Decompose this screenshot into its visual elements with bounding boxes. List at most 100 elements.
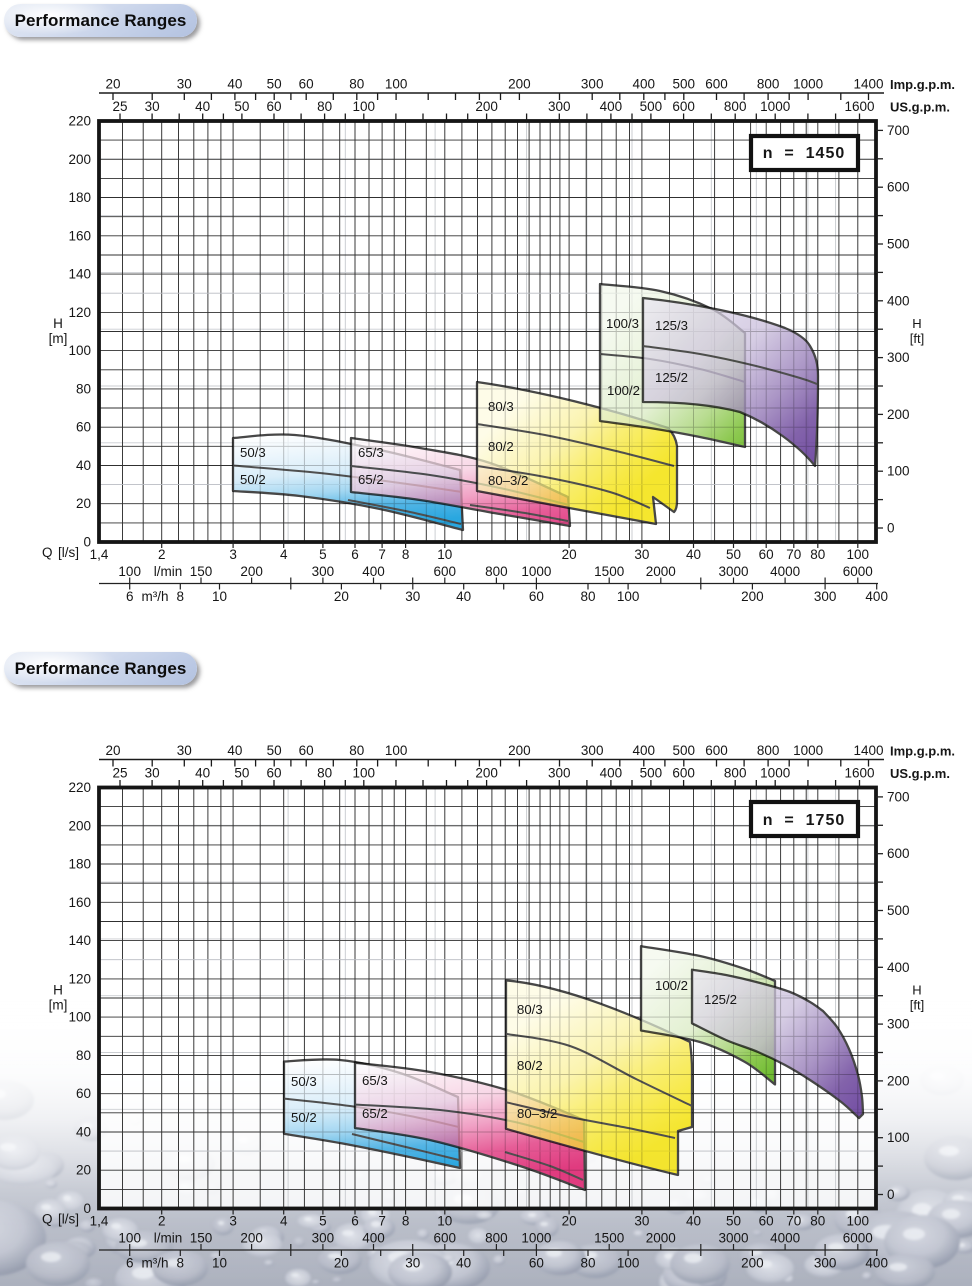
svg-text:220: 220: [68, 114, 91, 129]
svg-text:100: 100: [353, 99, 376, 114]
svg-text:25: 25: [112, 99, 127, 114]
svg-text:300: 300: [581, 77, 604, 92]
svg-text:80: 80: [76, 1048, 91, 1063]
svg-text:[m]: [m]: [49, 331, 68, 346]
svg-text:6000: 6000: [843, 564, 873, 579]
svg-text:0: 0: [83, 1201, 91, 1216]
svg-text:60: 60: [76, 1086, 91, 1101]
svg-text:600: 600: [705, 77, 728, 92]
svg-text:20: 20: [562, 547, 577, 562]
svg-text:0: 0: [887, 1187, 895, 1202]
svg-text:3: 3: [229, 1214, 237, 1229]
svg-text:125/2: 125/2: [655, 370, 688, 385]
svg-text:300: 300: [548, 766, 571, 781]
svg-text:40: 40: [686, 547, 701, 562]
svg-text:30: 30: [405, 1256, 420, 1271]
svg-text:n = 1450: n = 1450: [763, 145, 846, 162]
svg-text:1000: 1000: [521, 1231, 551, 1246]
svg-text:8: 8: [402, 547, 410, 562]
svg-text:600: 600: [887, 846, 910, 861]
svg-text:6: 6: [351, 1214, 359, 1229]
svg-text:300: 300: [814, 1256, 837, 1271]
svg-text:1000: 1000: [760, 766, 790, 781]
svg-text:[l/s]: [l/s]: [58, 1212, 79, 1227]
svg-text:600: 600: [672, 99, 695, 114]
svg-text:7: 7: [378, 1214, 386, 1229]
svg-text:m³/h: m³/h: [142, 589, 169, 604]
svg-text:4000: 4000: [770, 564, 800, 579]
svg-text:80–3/2: 80–3/2: [488, 473, 528, 488]
svg-text:1,4: 1,4: [90, 547, 109, 562]
svg-text:220: 220: [68, 780, 91, 795]
svg-text:US.g.p.m.: US.g.p.m.: [890, 100, 950, 115]
svg-text:60: 60: [529, 589, 544, 604]
svg-text:125/3: 125/3: [655, 318, 688, 333]
svg-text:6: 6: [351, 547, 359, 562]
svg-text:200: 200: [475, 99, 498, 114]
svg-text:800: 800: [724, 766, 747, 781]
svg-text:8: 8: [177, 1256, 185, 1271]
svg-text:30: 30: [145, 766, 160, 781]
svg-text:150: 150: [190, 564, 213, 579]
svg-text:60: 60: [76, 420, 91, 435]
svg-text:160: 160: [68, 895, 91, 910]
svg-text:800: 800: [757, 743, 780, 758]
svg-text:1500: 1500: [594, 564, 624, 579]
svg-text:40: 40: [686, 1214, 701, 1229]
svg-text:70: 70: [786, 1214, 801, 1229]
svg-text:300: 300: [548, 99, 571, 114]
svg-text:100: 100: [847, 547, 870, 562]
svg-text:50: 50: [267, 743, 282, 758]
svg-text:5: 5: [319, 547, 327, 562]
svg-text:400: 400: [865, 589, 888, 604]
svg-text:200: 200: [741, 1256, 764, 1271]
svg-text:60: 60: [529, 1256, 544, 1271]
svg-text:2000: 2000: [646, 1231, 676, 1246]
svg-text:60: 60: [299, 77, 314, 92]
svg-text:600: 600: [887, 180, 910, 195]
svg-text:8: 8: [402, 1214, 410, 1229]
svg-text:400: 400: [633, 77, 656, 92]
svg-text:80/3: 80/3: [517, 1002, 543, 1017]
svg-text:200: 200: [741, 589, 764, 604]
svg-text:80: 80: [317, 99, 332, 114]
svg-text:400: 400: [600, 99, 623, 114]
svg-text:600: 600: [672, 766, 695, 781]
svg-text:80: 80: [317, 766, 332, 781]
svg-text:[ft]: [ft]: [910, 331, 924, 346]
svg-text:7: 7: [378, 547, 386, 562]
svg-text:500: 500: [887, 903, 910, 918]
svg-text:100: 100: [68, 343, 91, 358]
svg-text:1000: 1000: [793, 743, 823, 758]
svg-text:160: 160: [68, 228, 91, 243]
svg-text:40: 40: [195, 99, 210, 114]
svg-text:60: 60: [759, 547, 774, 562]
svg-text:50/2: 50/2: [291, 1110, 317, 1125]
svg-text:80: 80: [810, 1214, 825, 1229]
svg-text:40: 40: [456, 589, 471, 604]
svg-text:20: 20: [562, 1214, 577, 1229]
svg-text:20: 20: [105, 77, 120, 92]
svg-text:0: 0: [83, 535, 91, 550]
svg-text:150: 150: [190, 1231, 213, 1246]
svg-text:1400: 1400: [853, 743, 883, 758]
svg-text:100: 100: [617, 1256, 640, 1271]
svg-text:80/2: 80/2: [517, 1058, 543, 1073]
svg-text:400: 400: [362, 564, 385, 579]
svg-text:800: 800: [485, 564, 508, 579]
svg-text:4: 4: [280, 547, 288, 562]
svg-text:300: 300: [312, 1231, 335, 1246]
svg-text:Q: Q: [42, 545, 53, 560]
svg-text:140: 140: [68, 933, 91, 948]
svg-text:60: 60: [299, 743, 314, 758]
svg-text:60: 60: [759, 1214, 774, 1229]
svg-text:100: 100: [385, 743, 408, 758]
svg-text:80: 80: [580, 1256, 595, 1271]
svg-text:30: 30: [177, 743, 192, 758]
svg-text:6000: 6000: [843, 1231, 873, 1246]
svg-text:2: 2: [158, 547, 166, 562]
svg-text:30: 30: [145, 99, 160, 114]
svg-text:Q: Q: [42, 1212, 53, 1227]
svg-text:100: 100: [887, 1130, 910, 1145]
svg-text:10: 10: [437, 547, 452, 562]
